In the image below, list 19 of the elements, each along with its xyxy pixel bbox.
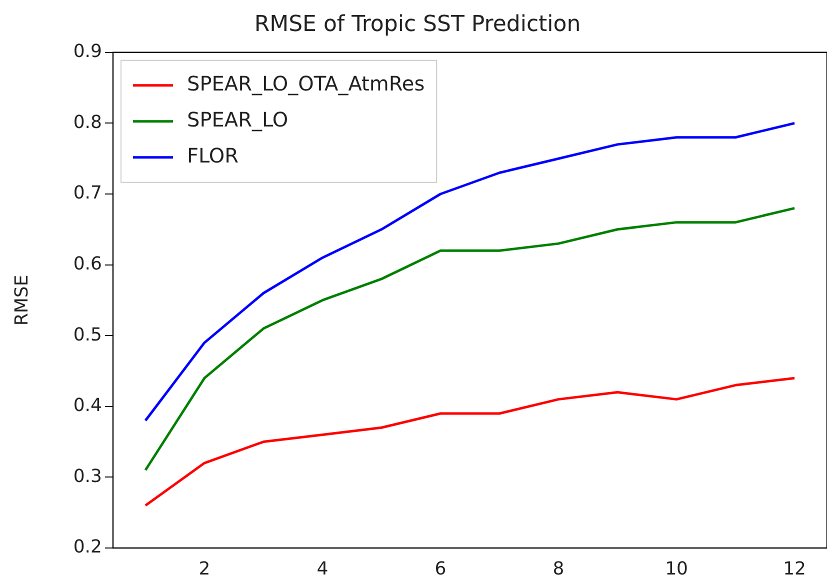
legend-label: SPEAR_LO_OTA_AtmRes bbox=[187, 72, 425, 96]
x-tick-label: 12 bbox=[783, 558, 806, 580]
x-tick-label: 10 bbox=[665, 558, 688, 580]
y-tick-label: 0.6 bbox=[73, 253, 102, 274]
y-tick-label: 0.8 bbox=[73, 112, 102, 133]
y-tick-label: 0.9 bbox=[73, 41, 102, 62]
x-tick-label: 4 bbox=[316, 558, 328, 580]
y-tick-label: 0.3 bbox=[73, 466, 102, 487]
y-tick-label: 0.7 bbox=[73, 182, 102, 204]
y-tick-label: 0.4 bbox=[73, 395, 102, 416]
x-tick-label: 2 bbox=[198, 558, 210, 580]
y-tick-label: 0.2 bbox=[73, 536, 102, 558]
chart-title: RMSE of Tropic SST Prediction bbox=[254, 12, 581, 37]
legend-label: SPEAR_LO bbox=[187, 108, 288, 132]
x-tick-label: 8 bbox=[552, 558, 564, 580]
legend-label: FLOR bbox=[187, 144, 239, 168]
y-axis-title: RMSE bbox=[11, 274, 32, 326]
y-tick-label: 0.5 bbox=[73, 324, 102, 346]
x-tick-label: 6 bbox=[434, 558, 446, 580]
